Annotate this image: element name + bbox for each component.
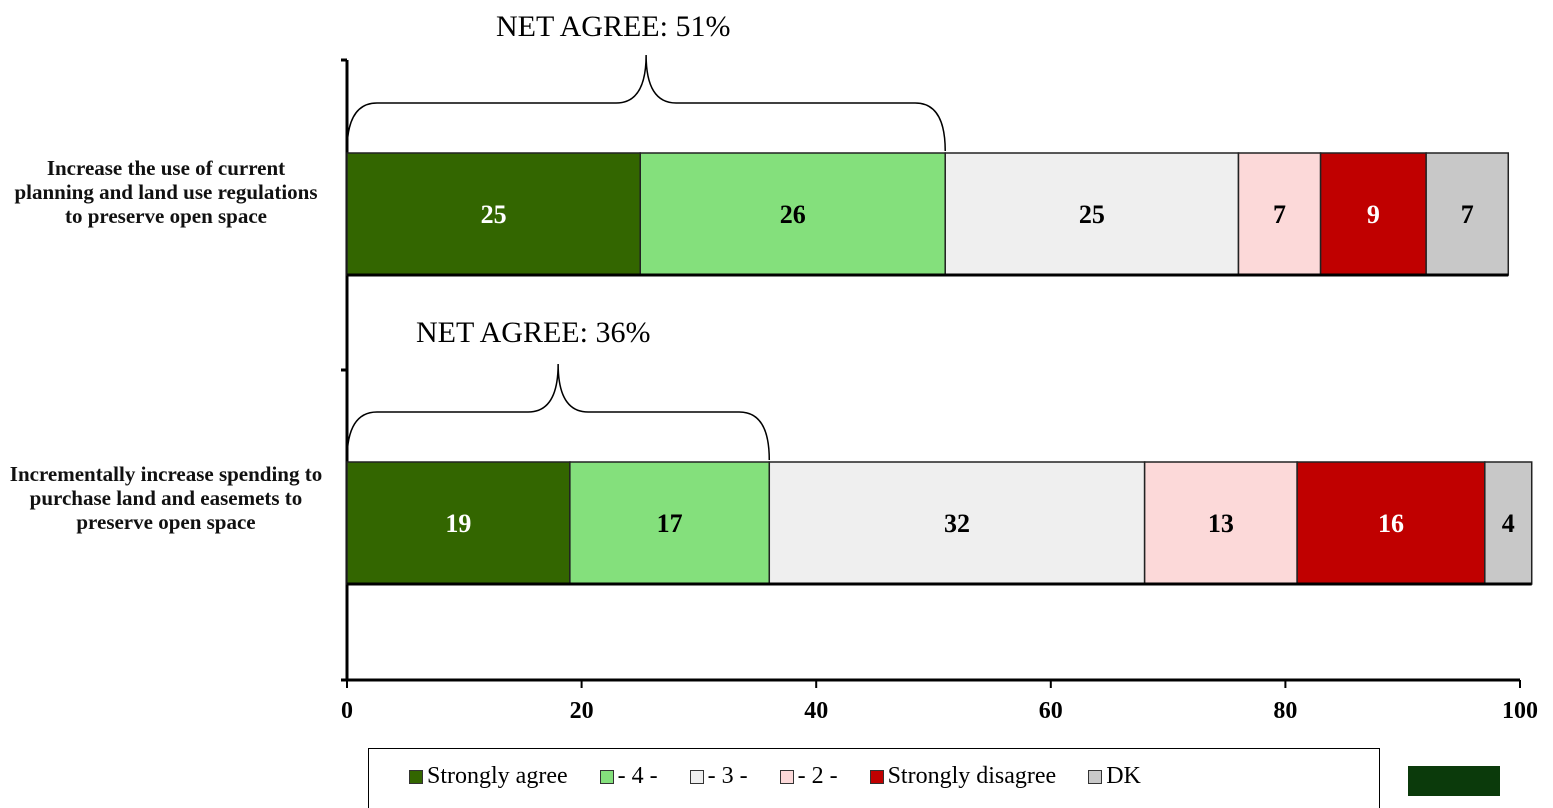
data-label: 13 bbox=[1208, 509, 1234, 538]
legend-label: Strongly agree bbox=[427, 763, 568, 789]
category-label-1: Increase the use of current planning and… bbox=[14, 156, 318, 228]
bar-segment bbox=[1237, 152, 1322, 276]
category-label-2: Incrementally increase spending to purch… bbox=[9, 462, 323, 534]
legend-item-dk: DK bbox=[1088, 763, 1141, 790]
legend-item-strongly-disagree: Strongly disagree bbox=[869, 763, 1057, 790]
legend-swatch bbox=[869, 769, 884, 784]
legend-item-3: - 3 - bbox=[689, 763, 748, 790]
x-tick-label: 0 bbox=[341, 698, 353, 724]
page-number-badge bbox=[1408, 766, 1500, 796]
bar-segment bbox=[1296, 461, 1486, 585]
bar-segment bbox=[1319, 152, 1427, 276]
data-label: 19 bbox=[445, 509, 471, 538]
data-label: 25 bbox=[1079, 200, 1105, 229]
bar-segment bbox=[346, 461, 571, 585]
data-label: 7 bbox=[1461, 200, 1474, 229]
data-label: 32 bbox=[944, 509, 970, 538]
data-label: 17 bbox=[657, 509, 683, 538]
bar-segment bbox=[1425, 152, 1510, 276]
legend-label: - 3 - bbox=[707, 763, 748, 789]
net-agree-brace bbox=[346, 363, 771, 461]
net-agree-label-1: NET AGREE: 51% bbox=[496, 10, 731, 43]
bar-segment bbox=[639, 152, 946, 276]
data-label: 16 bbox=[1378, 509, 1404, 538]
bar-segment bbox=[346, 152, 641, 276]
bar-segment bbox=[569, 461, 771, 585]
data-label: 25 bbox=[481, 200, 507, 229]
data-label: 26 bbox=[780, 200, 806, 229]
x-tick-label: 40 bbox=[804, 698, 828, 724]
data-label: 9 bbox=[1367, 200, 1380, 229]
bar-segment bbox=[1484, 461, 1533, 585]
legend-label: Strongly disagree bbox=[887, 763, 1057, 789]
legend: Strongly agree - 4 - - 3 - - 2 - Strongl… bbox=[368, 748, 1380, 808]
legend-item-strongly-agree: Strongly agree bbox=[409, 763, 568, 790]
x-tick-label: 100 bbox=[1502, 698, 1538, 724]
x-tick-label: 80 bbox=[1273, 698, 1297, 724]
legend-item-4: - 4 - bbox=[599, 763, 658, 790]
net-agree-label-2: NET AGREE: 36% bbox=[416, 316, 651, 349]
legend-swatch bbox=[1088, 769, 1103, 784]
legend-swatch bbox=[599, 769, 614, 784]
legend-swatch bbox=[689, 769, 704, 784]
bar-segment bbox=[1143, 461, 1298, 585]
bar-segment bbox=[944, 152, 1240, 276]
x-tick-label: 60 bbox=[1039, 698, 1063, 724]
bar-segment bbox=[768, 461, 1146, 585]
legend-item-2: - 2 - bbox=[779, 763, 838, 790]
data-label: 7 bbox=[1273, 200, 1286, 229]
legend-swatch bbox=[409, 769, 423, 784]
x-tick-label: 20 bbox=[570, 698, 594, 724]
legend-label: - 4 - bbox=[617, 763, 658, 789]
net-agree-brace bbox=[346, 54, 946, 152]
legend-label: - 2 - bbox=[797, 763, 838, 789]
legend-label: DK bbox=[1106, 763, 1141, 789]
data-label: 4 bbox=[1502, 509, 1515, 538]
legend-swatch bbox=[779, 769, 794, 784]
